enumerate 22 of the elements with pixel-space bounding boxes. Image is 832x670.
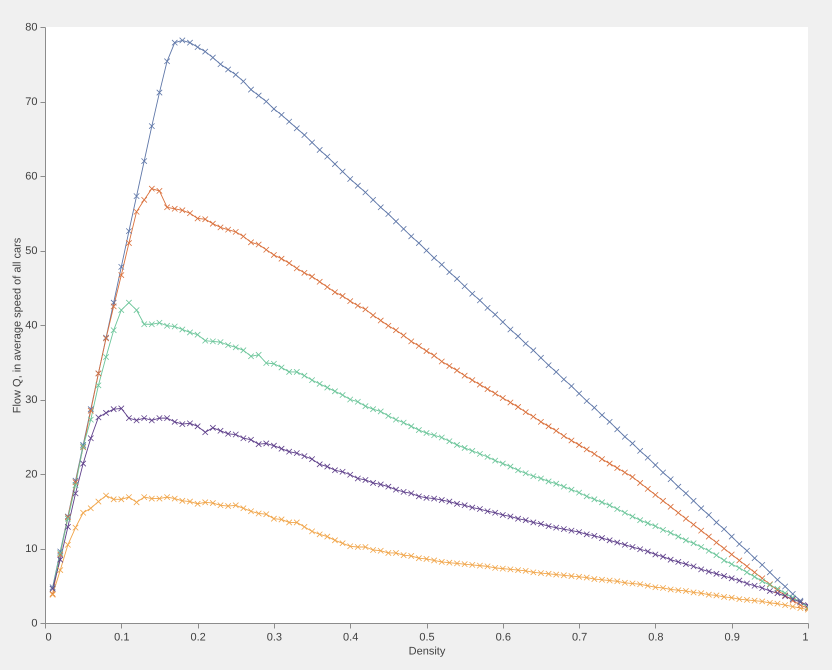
x-axis-title: Density [408, 646, 446, 658]
x-tick-label: 0.8 [648, 632, 664, 644]
y-tick-label: 0 [31, 618, 38, 630]
y-tick-label: 40 [25, 320, 38, 332]
y-tick-label: 80 [25, 22, 38, 34]
y-tick-label: 60 [25, 170, 38, 182]
x-tick-label: 0.2 [190, 632, 206, 644]
y-axis-title: Flow Q, in average speed of all cars [11, 237, 24, 414]
y-tick-label: 50 [25, 245, 38, 257]
x-tick-label: 0.5 [419, 632, 435, 644]
x-tick-label: 0.6 [496, 632, 511, 644]
x-tick-label: 0.7 [572, 632, 588, 644]
x-tick-label: 1 [802, 632, 808, 644]
x-tick-label: 0.1 [114, 632, 130, 644]
y-tick-label: 30 [25, 394, 38, 406]
y-tick-label: 10 [25, 543, 38, 555]
y-tick-label: 70 [25, 96, 38, 108]
x-tick-label: 0.4 [343, 632, 358, 644]
y-tick-label: 20 [25, 468, 38, 480]
x-tick-label: 0 [46, 632, 52, 644]
x-tick-label: 0.9 [724, 632, 740, 644]
x-tick-label: 0.3 [266, 632, 282, 644]
